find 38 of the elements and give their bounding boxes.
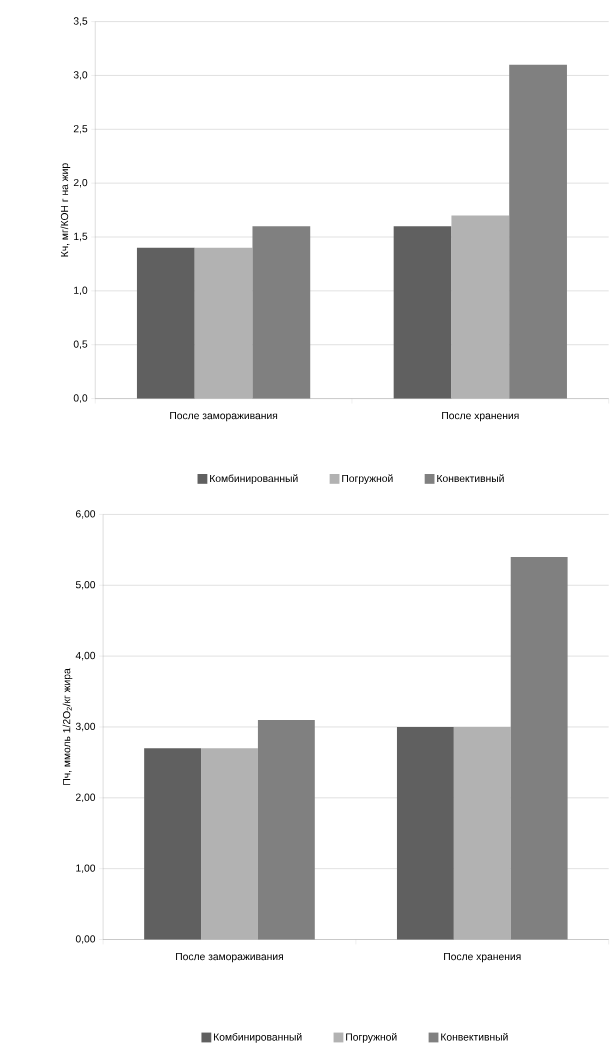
legend-label: Комбинированный xyxy=(210,474,298,485)
y-axis-title: Пч, ммоль 1/2O$_{2}$/кг жира xyxy=(62,668,73,785)
y-tick-label: 4,00 xyxy=(75,651,96,661)
y-tick-label: 2,00 xyxy=(76,793,96,803)
y-tick-label: 2,0 xyxy=(74,178,88,188)
y-axis-title: Кч, мг/КОН г на жир xyxy=(60,163,71,257)
x-tick-label: После замораживания xyxy=(176,952,284,963)
y-tick-label: 1,00 xyxy=(76,864,96,873)
y-tick-label: 3,00 xyxy=(76,722,96,732)
y-tick-label: 3,5 xyxy=(73,17,88,26)
y-tick-label: 2,5 xyxy=(74,125,88,134)
y-tick-label: 0,00 xyxy=(76,935,96,944)
y-tick-label: 0,0 xyxy=(73,394,88,403)
y-tick-label: 0,5 xyxy=(73,340,88,349)
x-tick-label: После хранения xyxy=(442,412,519,422)
legend-label: Погружной xyxy=(346,1032,397,1043)
bar xyxy=(137,247,195,399)
y-tick-label: 5,00 xyxy=(76,581,96,590)
bar xyxy=(258,719,315,940)
y-tick-label: 1,0 xyxy=(74,286,88,296)
legend-label: Конвективный xyxy=(437,474,504,483)
bar xyxy=(397,726,455,940)
bar xyxy=(509,64,568,399)
bar xyxy=(144,748,202,940)
bar xyxy=(393,226,452,399)
bar xyxy=(510,556,568,940)
bar xyxy=(194,247,253,399)
bar xyxy=(451,215,510,399)
bar xyxy=(201,748,259,940)
x-tick-label: После хранения xyxy=(444,952,521,963)
y-tick-label: 6,00 xyxy=(76,510,96,519)
legend-label: Погружной xyxy=(342,474,393,485)
y-tick-label: 1,5 xyxy=(74,232,88,242)
x-tick-label: После замораживания xyxy=(170,412,278,422)
legend-label: Комбинированный xyxy=(214,1032,302,1043)
legend-label: Конвективный xyxy=(441,1032,508,1041)
bar xyxy=(252,226,311,399)
y-tick-label: 3,0 xyxy=(73,71,88,80)
